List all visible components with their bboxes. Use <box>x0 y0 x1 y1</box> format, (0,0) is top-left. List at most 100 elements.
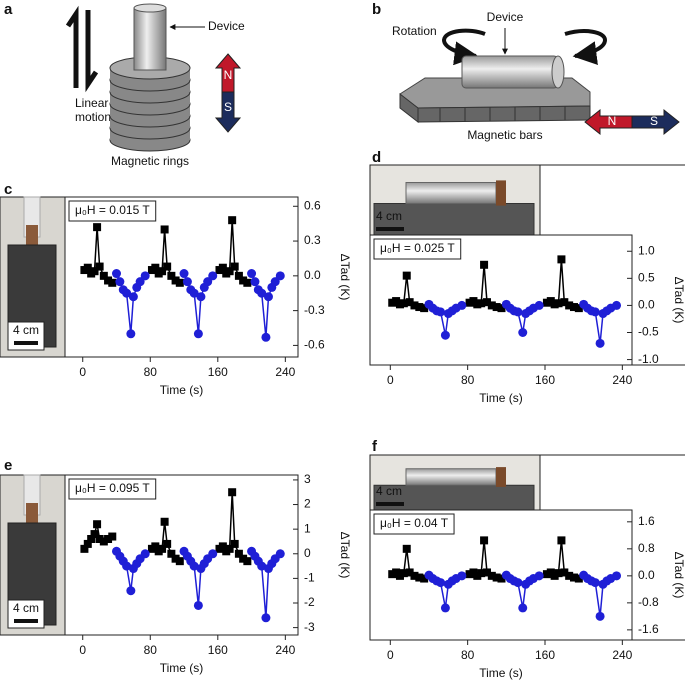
data-point <box>420 304 429 313</box>
caption: Magnetic bars <box>467 128 542 142</box>
data-point <box>179 269 189 279</box>
chart: 4 cm -0.6 -0.3 0.0 0.3 0.6 0 80 160 240 Time (s) ΔT… <box>0 196 352 397</box>
data-point <box>158 267 167 276</box>
x-tick-label: 160 <box>535 648 555 662</box>
data-point <box>482 298 491 307</box>
data-point <box>239 276 248 285</box>
data-point <box>477 299 486 308</box>
data-point <box>415 573 424 582</box>
x-tick-label: 0 <box>79 365 86 379</box>
data-point <box>402 544 411 553</box>
y-tick-label: -0.6 <box>304 338 325 352</box>
data-point <box>405 298 414 307</box>
data-point <box>420 574 429 583</box>
rotation-arrow <box>564 29 608 66</box>
motion-label: Linear <box>75 96 108 110</box>
data-point <box>410 301 419 310</box>
data-point <box>228 216 237 225</box>
rotation-arrow <box>441 28 486 66</box>
scale-bar-label: 4 cm <box>13 601 39 615</box>
x-tick-label: 240 <box>275 643 295 657</box>
y-tick-label: 1.6 <box>638 514 655 528</box>
data-point <box>189 561 199 571</box>
x-tick-label: 160 <box>535 373 555 387</box>
photo-cap <box>496 180 506 206</box>
data-point <box>196 292 206 302</box>
data-point <box>487 301 496 310</box>
data-point <box>230 262 239 271</box>
diagram-a: Linear motion Device N S Magnetic rings <box>65 3 245 168</box>
data-point <box>218 542 227 551</box>
data-point <box>595 611 605 621</box>
data-point <box>90 530 99 539</box>
data-point <box>90 267 99 276</box>
data-point <box>436 578 446 588</box>
photo-cap <box>496 467 506 487</box>
data-point <box>228 488 237 497</box>
device-top <box>133 3 167 13</box>
data-point <box>189 288 199 298</box>
panel-label: f <box>372 438 378 455</box>
data-point <box>261 332 271 342</box>
data-point <box>497 574 506 583</box>
data-point <box>108 532 117 541</box>
x-tick-label: 80 <box>144 643 158 657</box>
data-point <box>518 603 528 613</box>
y-tick-label: -1 <box>304 571 315 585</box>
x-axis-label: Time (s) <box>479 391 523 405</box>
panel-label: c <box>4 181 12 198</box>
data-point <box>225 544 234 553</box>
data-point <box>83 263 92 272</box>
y-axis-label: ΔTad (K) <box>338 254 352 301</box>
data-point <box>135 277 145 287</box>
data-point <box>160 517 169 526</box>
data-point <box>243 557 252 566</box>
x-tick-label: 240 <box>612 648 632 662</box>
data-point <box>163 539 172 548</box>
x-axis-label: Time (s) <box>160 661 204 675</box>
y-tick-label: -0.5 <box>638 325 659 339</box>
scale-bar <box>376 502 404 506</box>
scale-bar <box>14 341 38 345</box>
data-point <box>95 535 104 543</box>
data-point <box>457 571 467 581</box>
scale-bar <box>14 619 38 623</box>
data-point <box>115 277 125 287</box>
data-point <box>560 298 569 307</box>
data-point <box>140 549 150 559</box>
motion-arrow <box>65 5 99 93</box>
data-point <box>193 329 203 339</box>
field-annotation: μ₀H = 0.04 T <box>380 516 449 530</box>
data-point <box>151 263 160 272</box>
data-point <box>171 276 180 285</box>
data-point <box>457 300 467 310</box>
pole-label: N <box>224 68 233 82</box>
y-tick-label: 1.0 <box>638 243 655 257</box>
data-point <box>175 278 184 287</box>
data-point <box>480 536 489 545</box>
device-end <box>551 55 565 89</box>
data-point <box>513 307 523 317</box>
data-point <box>275 271 285 281</box>
data-point <box>405 568 414 577</box>
data-point <box>243 278 252 287</box>
data-point <box>99 537 108 546</box>
field-annotation: μ₀H = 0.025 T <box>380 241 455 255</box>
data-point <box>126 329 136 339</box>
data-point <box>492 303 501 312</box>
motion-label: motion <box>75 110 111 124</box>
data-point <box>554 299 563 308</box>
data-point <box>83 539 92 548</box>
data-point <box>492 573 501 582</box>
x-tick-label: 0 <box>387 648 394 662</box>
rotation-label: Rotation <box>392 24 437 38</box>
annotation-box <box>68 200 157 222</box>
data-point <box>565 301 574 310</box>
data-point <box>104 276 113 285</box>
data-point <box>415 303 424 312</box>
data-point <box>175 557 184 566</box>
y-axis-label: ΔTad (K) <box>672 277 685 324</box>
scale-bar-box <box>7 321 45 351</box>
